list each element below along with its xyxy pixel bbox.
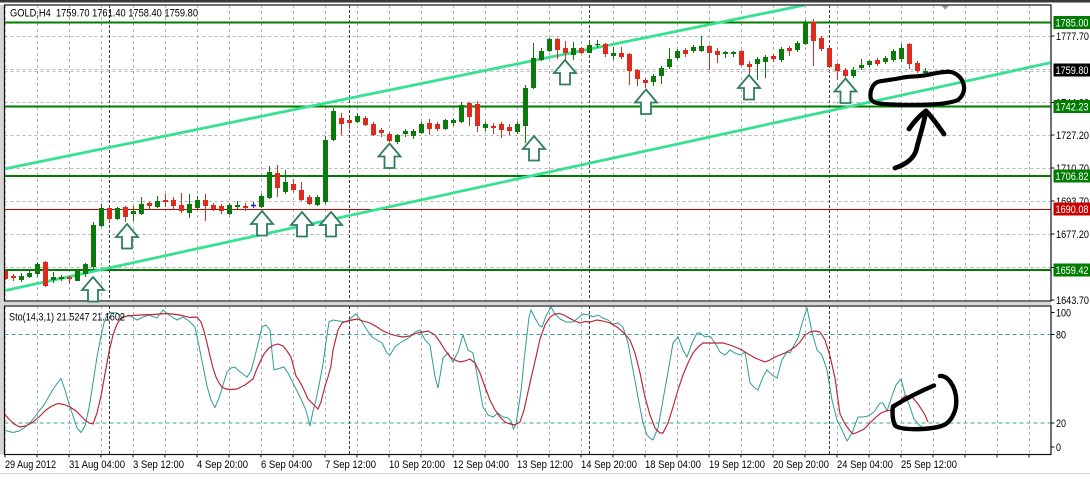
svg-text:10 Sep 20:00: 10 Sep 20:00 [389,459,445,471]
svg-text:Sto(14,3,1) 21.5247 21.1602: Sto(14,3,1) 21.5247 21.1602 [9,312,125,324]
svg-text:14 Sep 20:00: 14 Sep 20:00 [581,459,637,471]
svg-text:29 Aug 2012: 29 Aug 2012 [5,459,56,471]
svg-text:1677.20: 1677.20 [1056,229,1089,241]
svg-text:1742.23: 1742.23 [1056,102,1089,114]
svg-text:GOLD,H4 1759.70 1761.40 1758.: GOLD,H4 1759.70 1761.40 1758.40 1759.80 [10,8,198,20]
svg-text:19 Sep 12:00: 19 Sep 12:00 [709,459,765,471]
svg-text:25 Sep 12:00: 25 Sep 12:00 [901,459,957,471]
svg-text:12 Sep 04:00: 12 Sep 04:00 [453,459,509,471]
svg-text:100: 100 [1056,308,1071,320]
svg-text:1643.70: 1643.70 [1056,295,1089,307]
svg-text:1690.08: 1690.08 [1056,204,1089,216]
svg-text:1759.80: 1759.80 [1056,65,1089,77]
svg-text:18 Sep 04:00: 18 Sep 04:00 [645,459,701,471]
svg-text:4 Sep 20:00: 4 Sep 20:00 [197,459,248,471]
svg-text:1659.42: 1659.42 [1056,265,1089,277]
svg-text:7 Sep 12:00: 7 Sep 12:00 [325,459,376,471]
svg-text:1785.00: 1785.00 [1056,18,1089,30]
svg-text:3 Sep 12:00: 3 Sep 12:00 [133,459,184,471]
svg-text:31 Aug 04:00: 31 Aug 04:00 [69,459,125,471]
svg-text:20: 20 [1056,418,1066,430]
svg-text:80: 80 [1056,330,1066,342]
svg-text:1777.70: 1777.70 [1056,31,1089,43]
svg-text:13 Sep 12:00: 13 Sep 12:00 [517,459,573,471]
svg-text:6 Sep 04:00: 6 Sep 04:00 [261,459,312,471]
svg-text:1706.82: 1706.82 [1056,171,1089,183]
svg-text:20 Sep 20:00: 20 Sep 20:00 [773,459,829,471]
svg-text:24 Sep 04:00: 24 Sep 04:00 [837,459,893,471]
svg-text:0: 0 [1056,442,1061,454]
svg-text:1727.20: 1727.20 [1056,130,1089,142]
